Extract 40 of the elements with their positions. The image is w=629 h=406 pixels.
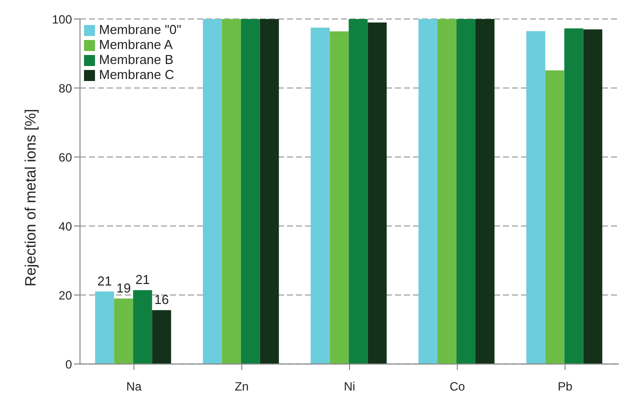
bar: [133, 290, 152, 364]
x-tick-label: Pb: [558, 380, 573, 394]
legend-label: Membrane A: [99, 37, 173, 52]
data-label: 21: [135, 272, 150, 288]
data-label: 16: [154, 292, 169, 308]
legend-label: Membrane C: [99, 67, 174, 82]
x-tick-label: Ni: [344, 380, 356, 394]
y-axis-title: Rejection of metal ions [%]: [22, 108, 40, 286]
x-tick-label: Na: [126, 380, 142, 394]
bar: [475, 19, 494, 364]
data-label: 19: [116, 280, 131, 296]
y-tick-label: 0: [65, 357, 72, 372]
bar: [114, 298, 134, 364]
x-tick-label: Zn: [234, 380, 249, 394]
bar: [437, 19, 456, 364]
bar: [564, 28, 584, 364]
bar: [418, 19, 438, 364]
y-tick-label: 40: [58, 219, 72, 234]
legend-label: Membrane "0": [99, 22, 182, 37]
bar: [583, 29, 602, 364]
bar: [222, 19, 241, 364]
bar: [545, 70, 564, 364]
bar: [152, 310, 172, 364]
data-label: 21: [97, 274, 112, 289]
bar: [348, 19, 368, 364]
y-tick-label: 20: [58, 288, 72, 302]
bar: [310, 28, 330, 364]
bar: [456, 19, 476, 364]
bar: [240, 19, 260, 364]
y-tick-label: 60: [58, 150, 72, 164]
legend-label: Membrane B: [99, 52, 174, 67]
bar: [330, 31, 349, 364]
bar: [202, 19, 222, 364]
x-tick-label: Co: [450, 380, 466, 394]
bar: [95, 292, 114, 364]
bar: [260, 19, 279, 364]
bar: [526, 31, 546, 364]
y-tick-label: 80: [58, 81, 72, 96]
y-tick-label: 100: [52, 12, 72, 26]
bar: [368, 22, 387, 364]
